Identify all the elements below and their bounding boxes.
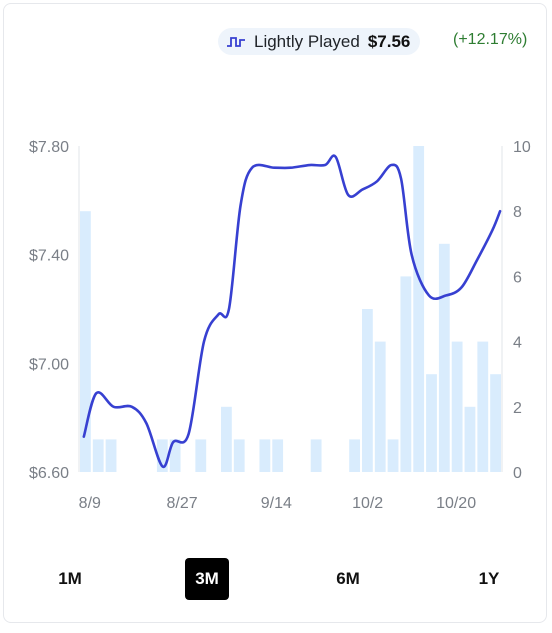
volume-bar bbox=[362, 309, 373, 472]
volume-bar bbox=[349, 439, 360, 472]
volume-bar bbox=[438, 243, 450, 472]
volume-bar bbox=[451, 341, 463, 472]
x-tick-label: 8/27 bbox=[167, 495, 198, 512]
x-tick-label: 9/14 bbox=[261, 495, 292, 512]
range-button-1y[interactable]: 1Y bbox=[478, 569, 500, 588]
y-right-tick-label: 4 bbox=[513, 335, 522, 352]
y-right-tick-label: 8 bbox=[513, 204, 522, 221]
y-right-tick-label: 6 bbox=[513, 269, 522, 286]
volume-bar bbox=[413, 146, 425, 472]
price-line bbox=[82, 154, 502, 468]
volume-bar bbox=[92, 439, 104, 472]
range-button-3m[interactable]: 3M bbox=[185, 558, 229, 600]
y-right-tick-label: 10 bbox=[513, 139, 531, 156]
volume-bar bbox=[233, 439, 245, 472]
y-left-tick-label: $7.00 bbox=[29, 356, 69, 373]
legend-price: $7.56 bbox=[367, 31, 411, 51]
volume-bar bbox=[387, 439, 399, 472]
volume-bar bbox=[400, 276, 412, 472]
y-left-tick-label: $7.80 bbox=[29, 139, 69, 156]
volume-bar bbox=[259, 439, 271, 472]
range-button-6m[interactable]: 6M bbox=[336, 569, 360, 588]
volume-bar bbox=[310, 439, 322, 472]
volume-bar bbox=[272, 439, 284, 472]
volume-bar bbox=[477, 341, 489, 472]
volume-bar bbox=[374, 341, 386, 472]
price-chart-card bbox=[3, 3, 547, 623]
y-left-tick-label: $6.60 bbox=[29, 465, 69, 482]
time-range-selector: 1M 3M 6M 1Y bbox=[0, 558, 552, 600]
legend-series-name: Lightly Played bbox=[254, 31, 360, 51]
volume-bars bbox=[80, 146, 501, 472]
x-tick-label: 10/20 bbox=[436, 495, 476, 512]
volume-bar bbox=[169, 439, 181, 472]
y-axis-right: 10 8 6 4 2 0 bbox=[513, 139, 531, 482]
legend-item[interactable]: Lightly Played $7.56 bbox=[218, 28, 421, 55]
x-tick-label: 8/9 bbox=[79, 495, 101, 512]
price-change: (+12.17%) bbox=[453, 31, 528, 48]
volume-bar bbox=[80, 211, 91, 472]
volume-bar bbox=[426, 374, 437, 472]
y-right-tick-label: 0 bbox=[513, 465, 522, 482]
price-history-chart: $7.80 $7.40 $7.00 $6.60 10 8 6 4 2 0 8/9 8/27 9/14… bbox=[29, 139, 531, 512]
volume-bar bbox=[464, 406, 476, 472]
step-line-icon bbox=[227, 36, 245, 47]
volume-bar bbox=[105, 439, 117, 472]
y-left-tick-label: $7.40 bbox=[29, 248, 69, 265]
range-button-1m[interactable]: 1M bbox=[58, 569, 82, 588]
volume-bar bbox=[156, 439, 168, 472]
y-right-tick-label: 2 bbox=[513, 400, 522, 417]
volume-bar bbox=[490, 374, 501, 472]
volume-bar bbox=[195, 439, 207, 472]
x-tick-label: 10/2 bbox=[352, 495, 383, 512]
chart-grid bbox=[78, 146, 503, 472]
volume-bar bbox=[221, 406, 232, 472]
x-axis: 8/9 8/27 9/14 10/2 10/20 bbox=[79, 495, 477, 512]
y-axis-left: $7.80 $7.40 $7.00 $6.60 bbox=[29, 139, 69, 482]
